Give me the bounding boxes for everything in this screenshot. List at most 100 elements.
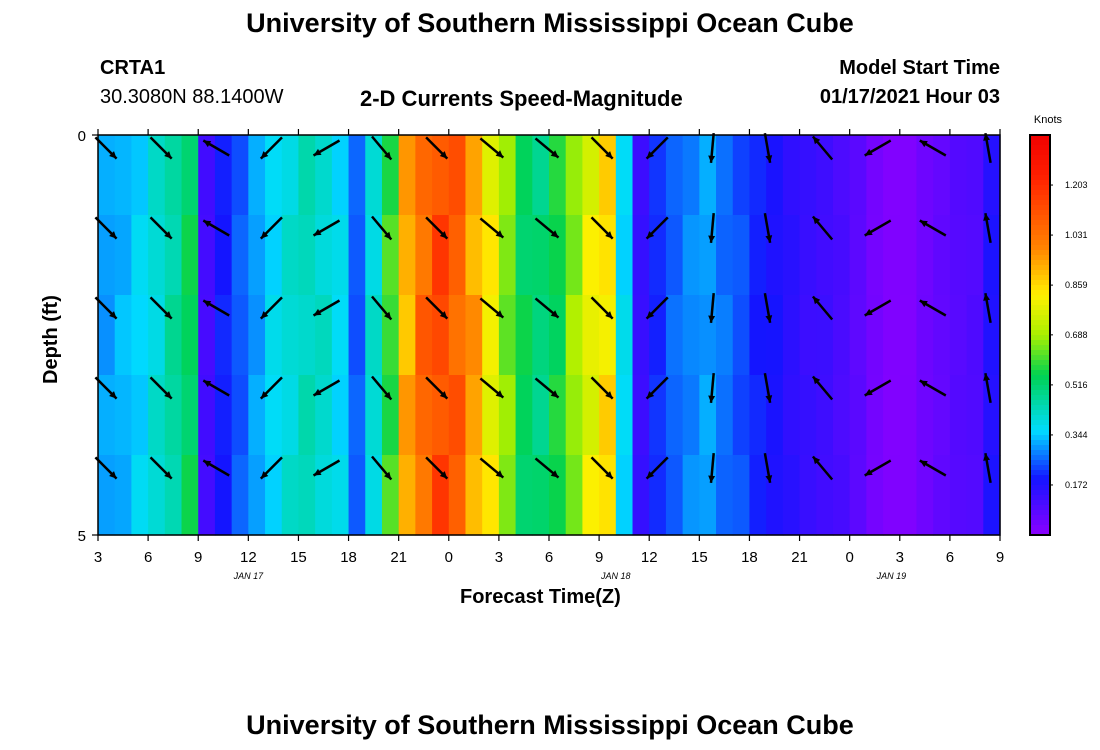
heatmap-cell bbox=[281, 215, 300, 296]
colorbar-tick-label: 0.688 bbox=[1065, 330, 1088, 340]
colorbar-segment bbox=[1030, 285, 1050, 291]
current-vector bbox=[811, 455, 834, 481]
vector-head bbox=[919, 220, 928, 228]
heatmap-cell bbox=[782, 375, 801, 456]
heatmap-cell bbox=[348, 135, 366, 216]
heatmap-cell bbox=[398, 375, 416, 456]
vector-head bbox=[708, 155, 716, 163]
current-vector bbox=[983, 292, 992, 324]
colorbar-segment bbox=[1030, 485, 1050, 491]
current-vector bbox=[590, 456, 614, 480]
current-vector bbox=[919, 219, 947, 237]
heatmap-cell bbox=[365, 295, 383, 376]
heatmap-cell bbox=[899, 375, 918, 456]
heatmap-cell bbox=[315, 135, 333, 216]
vector-head bbox=[439, 231, 448, 239]
vector-head bbox=[919, 140, 928, 148]
heatmap-cell bbox=[398, 455, 416, 536]
heatmap-cell bbox=[515, 215, 533, 296]
heatmap-cell bbox=[131, 455, 149, 536]
heatmap-cell bbox=[799, 295, 817, 376]
current-vector bbox=[479, 297, 505, 319]
current-vector bbox=[371, 375, 393, 401]
heatmap-cell bbox=[916, 455, 934, 536]
colorbar-segment bbox=[1030, 330, 1050, 336]
current-vector bbox=[94, 296, 118, 320]
heatmap-cell bbox=[381, 295, 400, 376]
heatmap-cell bbox=[265, 215, 283, 296]
heatmap-cell bbox=[832, 295, 851, 376]
colorbar-segment bbox=[1030, 390, 1050, 396]
vector-head bbox=[765, 235, 773, 243]
vector-head bbox=[439, 391, 448, 399]
model-start-label: Model Start Time bbox=[839, 57, 1000, 79]
heatmap-cell bbox=[732, 375, 751, 456]
heatmap-cell bbox=[298, 135, 316, 216]
heatmap-cell bbox=[231, 375, 249, 456]
colorbar-segment bbox=[1030, 385, 1050, 391]
heatmap-cell bbox=[415, 375, 433, 456]
current-vector bbox=[202, 459, 230, 477]
vector-head bbox=[260, 311, 269, 319]
current-vector bbox=[312, 139, 341, 157]
colorbar-segment bbox=[1030, 295, 1050, 301]
heatmap-cell bbox=[181, 375, 199, 456]
vector-head bbox=[983, 373, 990, 381]
current-vector bbox=[708, 372, 716, 404]
heatmap-cell bbox=[381, 215, 400, 296]
heatmap-cell bbox=[214, 215, 233, 296]
current-vector bbox=[645, 456, 669, 480]
heatmap-cells bbox=[98, 135, 1001, 536]
heatmap-cell bbox=[632, 455, 650, 536]
colorbar-segment bbox=[1030, 170, 1050, 176]
heatmap-cell bbox=[214, 295, 233, 376]
y-tick-label: 0 bbox=[78, 128, 86, 145]
x-tick-label: 18 bbox=[741, 549, 758, 566]
colorbar-segment bbox=[1030, 310, 1050, 316]
vector-head bbox=[164, 231, 172, 239]
heatmap-cell bbox=[281, 295, 300, 376]
heatmap-cell bbox=[682, 455, 700, 536]
heatmap-cell bbox=[615, 375, 634, 456]
current-vector bbox=[479, 137, 505, 159]
heatmap-cell bbox=[248, 375, 266, 456]
heatmap-cell bbox=[682, 215, 700, 296]
heatmap-cell bbox=[916, 375, 934, 456]
heatmap-cell bbox=[682, 375, 700, 456]
heatmap-cell bbox=[716, 295, 734, 376]
heatmap-cell bbox=[933, 295, 951, 376]
colorbar-segment bbox=[1030, 410, 1050, 416]
heatmap-cell bbox=[599, 215, 617, 296]
heatmap-cell bbox=[599, 135, 617, 216]
current-vector bbox=[479, 377, 505, 399]
colorbar-segment bbox=[1030, 490, 1050, 496]
heatmap-cell bbox=[866, 215, 884, 296]
heatmap-cell bbox=[565, 135, 583, 216]
vector-head bbox=[864, 468, 873, 476]
colorbar-segment bbox=[1030, 365, 1050, 371]
heatmap-cell bbox=[498, 295, 517, 376]
heatmap-cell bbox=[582, 455, 600, 536]
heatmap-cell bbox=[782, 135, 801, 216]
heatmap-cell bbox=[782, 215, 801, 296]
vector-head bbox=[605, 311, 613, 319]
heatmap-cell bbox=[398, 215, 416, 296]
heatmap-cell bbox=[248, 295, 266, 376]
station-coordinates: 30.3080N 88.1400W bbox=[100, 86, 284, 108]
colorbar-segment bbox=[1030, 185, 1050, 191]
heatmap-cell bbox=[214, 375, 233, 456]
vector-head bbox=[313, 468, 322, 476]
heatmap-cell bbox=[649, 295, 667, 376]
current-vector bbox=[371, 295, 393, 321]
vector-head bbox=[313, 148, 322, 156]
colorbar-segment bbox=[1030, 525, 1050, 531]
heatmap-cell bbox=[549, 455, 567, 536]
vector-head bbox=[765, 395, 773, 403]
axes: 3 6 9 12 15 18 21 0 3 6 9 12 15 18 21 0 3 6 9 JAN 17 JAN 18 J… bbox=[78, 128, 1005, 581]
heatmap-cell bbox=[164, 215, 183, 296]
heatmap-cell bbox=[164, 455, 183, 536]
heatmap-cell bbox=[632, 375, 650, 456]
heatmap-cell bbox=[265, 295, 283, 376]
heatmap-cell bbox=[315, 455, 333, 536]
